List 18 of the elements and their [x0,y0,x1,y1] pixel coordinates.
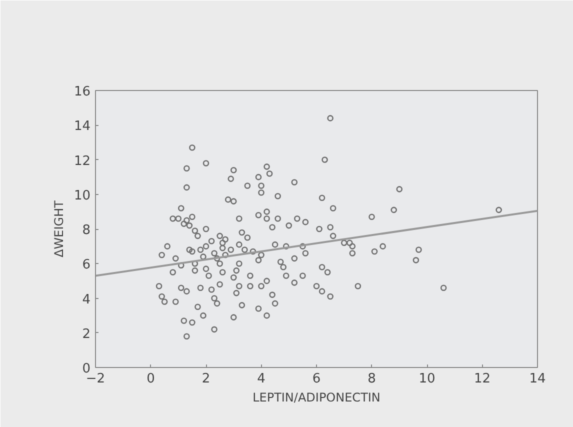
y-tick-label: 4 [82,292,91,308]
x-tick-label: 4 [257,372,266,386]
y-tick-label: 2 [82,326,91,342]
x-tick-label: 12 [474,372,491,386]
y-tick-label: 10 [74,188,91,204]
x-tick-label: 0 [146,372,155,386]
x-tick-label: 2 [202,372,210,386]
y-axis-title: ΔWEIGHT [52,200,66,258]
y-tick-label: 16 [74,84,91,100]
x-tick-label: 14 [529,372,546,386]
y-tick-label: 8 [82,223,91,238]
x-tick-label: 8 [368,372,376,386]
y-tick-label: 14 [74,119,91,134]
x-tick-label: 10 [418,372,436,386]
x-tick-label: 6 [312,372,321,386]
x-axis-title: LEPTIN/ADIPONECTIN [252,390,380,404]
y-tick-label: 6 [82,258,91,273]
y-tick-label: 12 [74,154,91,169]
